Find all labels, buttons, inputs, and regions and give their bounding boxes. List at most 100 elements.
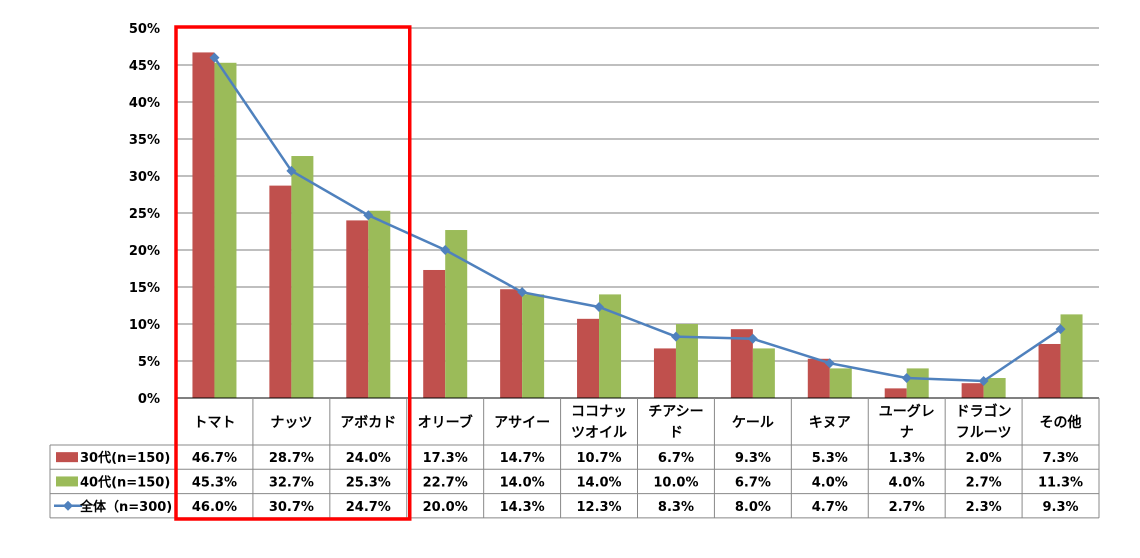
line-marker	[901, 373, 912, 384]
table-cell: 6.7%	[735, 475, 771, 490]
line-marker	[594, 301, 605, 312]
category-label: アボカド	[340, 415, 396, 431]
table-cell: 6.7%	[658, 451, 694, 466]
series-label: 30代(n=150)	[80, 450, 170, 466]
table-cell: 4.7%	[812, 500, 848, 515]
bar	[445, 230, 468, 398]
y-tick-label: 5%	[138, 355, 160, 370]
table-cell: 2.7%	[966, 475, 1002, 490]
table-cell: 45.3%	[192, 475, 237, 490]
bar	[653, 348, 676, 398]
category-label: その他	[1040, 414, 1082, 431]
y-tick-label: 50%	[129, 22, 160, 37]
table-cell: 9.3%	[1043, 500, 1079, 515]
table-cell: 17.3%	[423, 451, 468, 466]
table-cell: 10.7%	[576, 451, 621, 466]
table-cell: 46.0%	[192, 500, 237, 515]
category-label: アサイー	[494, 415, 550, 431]
table-cell: 14.7%	[500, 451, 545, 466]
bar	[423, 269, 446, 398]
table-cell: 28.7%	[269, 451, 314, 466]
table-cell: 11.3%	[1038, 475, 1083, 490]
table-cell: 1.3%	[889, 451, 925, 466]
table-cell: 14.3%	[500, 500, 545, 515]
table-cell: 2.3%	[966, 500, 1002, 515]
line-marker	[824, 358, 835, 369]
category-label: ケール	[732, 415, 774, 431]
bar	[752, 348, 775, 398]
y-tick-label: 35%	[129, 133, 160, 148]
legend-key-marker	[63, 500, 73, 511]
category-label: キヌア	[809, 415, 851, 431]
table-cell: 14.0%	[576, 475, 621, 490]
table-cell: 9.3%	[735, 451, 771, 466]
bar	[522, 294, 545, 398]
bar	[675, 324, 698, 398]
line-marker	[747, 333, 758, 344]
category-label: トマト	[193, 415, 235, 431]
bar	[346, 220, 369, 398]
table-cell: 7.3%	[1043, 451, 1079, 466]
series-label: 全体（n=300)	[79, 499, 172, 515]
y-tick-label: 25%	[129, 207, 160, 222]
category-label: ツオイル	[571, 425, 627, 441]
table-cell: 2.7%	[889, 500, 925, 515]
y-tick-label: 20%	[129, 244, 160, 259]
category-label: ユーグレ	[879, 403, 935, 420]
category-label: オリーブ	[418, 414, 473, 431]
bar	[214, 62, 237, 398]
table-cell: 4.0%	[889, 475, 925, 490]
legend-key	[56, 476, 78, 487]
category-label: ドラゴン	[956, 403, 1012, 420]
bar	[983, 378, 1006, 398]
legend-key	[56, 452, 78, 463]
line-marker	[363, 210, 374, 221]
y-tick-label: 30%	[129, 170, 160, 185]
category-label: ナ	[900, 425, 914, 441]
bar	[961, 383, 984, 398]
table-cell: 4.0%	[812, 475, 848, 490]
table-cell: 24.0%	[346, 451, 391, 466]
line-marker	[286, 165, 297, 176]
category-label: ド	[669, 425, 683, 441]
bar	[192, 52, 215, 399]
bar	[291, 156, 314, 398]
y-tick-label: 10%	[129, 318, 160, 333]
category-label: チアシー	[648, 404, 703, 420]
table-cell: 2.0%	[966, 451, 1002, 466]
y-tick-label: 40%	[129, 96, 160, 111]
bar	[1038, 343, 1061, 398]
line-marker	[1055, 324, 1066, 335]
y-tick-label: 0%	[138, 392, 160, 407]
line-series	[213, 56, 1062, 383]
bar	[368, 210, 391, 398]
table-cell: 30.7%	[269, 500, 314, 515]
bar	[1060, 314, 1083, 398]
table-cell: 20.0%	[423, 500, 468, 515]
table-cell: 8.3%	[658, 500, 694, 515]
line-marker	[440, 245, 451, 255]
table-cell: 24.7%	[346, 500, 391, 515]
table-cell: 14.0%	[500, 475, 545, 490]
bar	[906, 368, 929, 398]
bar	[730, 329, 753, 398]
line-marker	[978, 375, 989, 386]
bar	[829, 368, 852, 398]
line-marker	[517, 287, 528, 298]
table-cell: 10.0%	[653, 475, 698, 490]
bar	[500, 289, 523, 398]
bar	[577, 318, 600, 398]
table-cell: 22.7%	[423, 475, 468, 490]
table-cell: 32.7%	[269, 475, 314, 490]
category-label: ナッツ	[270, 415, 312, 431]
table-cell: 46.7%	[192, 451, 237, 466]
table-cell: 12.3%	[576, 500, 621, 515]
category-label: フルーツ	[956, 425, 1012, 441]
y-tick-label: 45%	[129, 59, 160, 74]
category-label: ココナッ	[571, 404, 627, 420]
table-cell: 8.0%	[735, 500, 771, 515]
y-tick-label: 15%	[129, 281, 160, 296]
series-label: 40代(n=150)	[80, 474, 170, 490]
bar	[884, 388, 907, 398]
